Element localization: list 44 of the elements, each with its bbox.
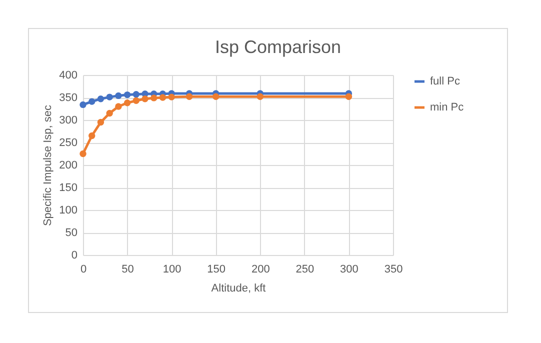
y-tick-label: 400 (59, 70, 78, 82)
point (124, 91, 131, 98)
point (115, 92, 122, 100)
x-tick-label: 200 (251, 264, 270, 276)
y-tick-label: 100 (59, 204, 78, 216)
point (106, 110, 113, 117)
x-tick-label: 0 (80, 264, 87, 276)
legend-label: full Pc (430, 76, 460, 88)
x-tick-label: 350 (384, 264, 403, 276)
point (80, 150, 86, 158)
point (150, 94, 158, 102)
x-tick-label: 150 (207, 264, 226, 276)
y-tick-label: 300 (59, 114, 78, 126)
point (168, 94, 175, 100)
point (132, 97, 140, 104)
point (97, 96, 104, 102)
point (159, 94, 166, 101)
point (106, 94, 113, 100)
y-tick-label: 250 (59, 137, 78, 149)
chart-title: Isp Comparison (214, 37, 342, 57)
point (88, 132, 96, 140)
x-tick-label: 50 (122, 264, 134, 276)
legend-label: min Pc (430, 102, 464, 114)
x-tick-label: 300 (340, 264, 358, 276)
point (80, 101, 86, 108)
point (186, 93, 193, 100)
point (345, 93, 352, 100)
point (142, 96, 148, 102)
x-axis-title: Altitude, kft (211, 282, 266, 294)
point (88, 98, 96, 105)
x-tick-label: 250 (296, 264, 314, 276)
point (132, 91, 140, 98)
point (256, 93, 264, 100)
point (115, 103, 122, 110)
x-tick-label: 100 (162, 264, 182, 276)
point (212, 93, 220, 100)
y-tick-label: 50 (65, 227, 78, 239)
point (124, 100, 131, 106)
y-tick-label: 150 (59, 182, 78, 194)
y-tick-label: 0 (71, 250, 78, 262)
y-tick-label: 200 (59, 160, 78, 172)
y-tick-label: 350 (59, 92, 78, 104)
point (97, 118, 104, 126)
y-axis-title: Specific Impulse Isp, sec (42, 104, 54, 226)
